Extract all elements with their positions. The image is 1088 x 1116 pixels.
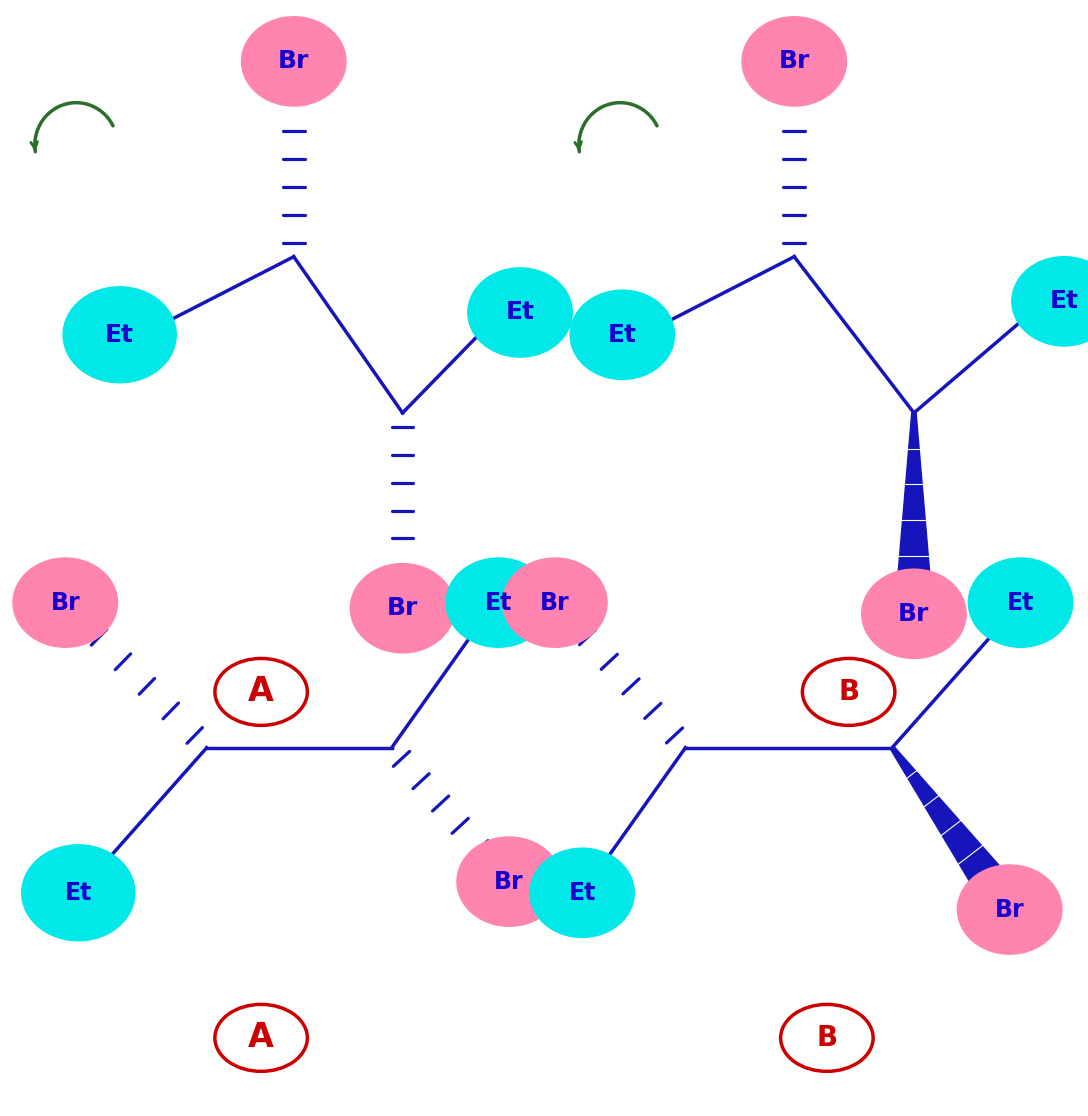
Text: Et: Et	[64, 881, 92, 905]
Ellipse shape	[457, 837, 561, 926]
Text: Br: Br	[540, 590, 570, 615]
Text: Et: Et	[484, 590, 512, 615]
Text: B: B	[838, 677, 860, 706]
Polygon shape	[890, 747, 1004, 893]
Text: Br: Br	[494, 869, 524, 894]
Text: Et: Et	[506, 300, 534, 325]
Ellipse shape	[350, 564, 455, 653]
Text: Br: Br	[899, 602, 929, 626]
Text: Et: Et	[608, 323, 636, 347]
Ellipse shape	[446, 558, 551, 647]
Text: A: A	[248, 1021, 274, 1055]
Polygon shape	[897, 413, 931, 591]
Text: Br: Br	[994, 897, 1025, 922]
Text: B: B	[816, 1023, 838, 1052]
Ellipse shape	[468, 268, 572, 357]
Ellipse shape	[1012, 257, 1088, 346]
Text: Br: Br	[387, 596, 418, 620]
Ellipse shape	[242, 17, 346, 106]
Ellipse shape	[63, 287, 176, 383]
Text: Br: Br	[50, 590, 81, 615]
Ellipse shape	[22, 845, 135, 941]
Text: A: A	[248, 675, 274, 709]
Ellipse shape	[530, 848, 634, 937]
Text: Et: Et	[106, 323, 134, 347]
Ellipse shape	[13, 558, 118, 647]
Ellipse shape	[968, 558, 1073, 647]
Text: Et: Et	[1050, 289, 1078, 314]
Ellipse shape	[862, 569, 966, 658]
Text: Br: Br	[779, 49, 809, 74]
Text: Et: Et	[1006, 590, 1035, 615]
Text: Br: Br	[279, 49, 309, 74]
Ellipse shape	[503, 558, 607, 647]
Ellipse shape	[742, 17, 846, 106]
Ellipse shape	[957, 865, 1062, 954]
Ellipse shape	[570, 290, 675, 379]
Text: Et: Et	[568, 881, 596, 905]
